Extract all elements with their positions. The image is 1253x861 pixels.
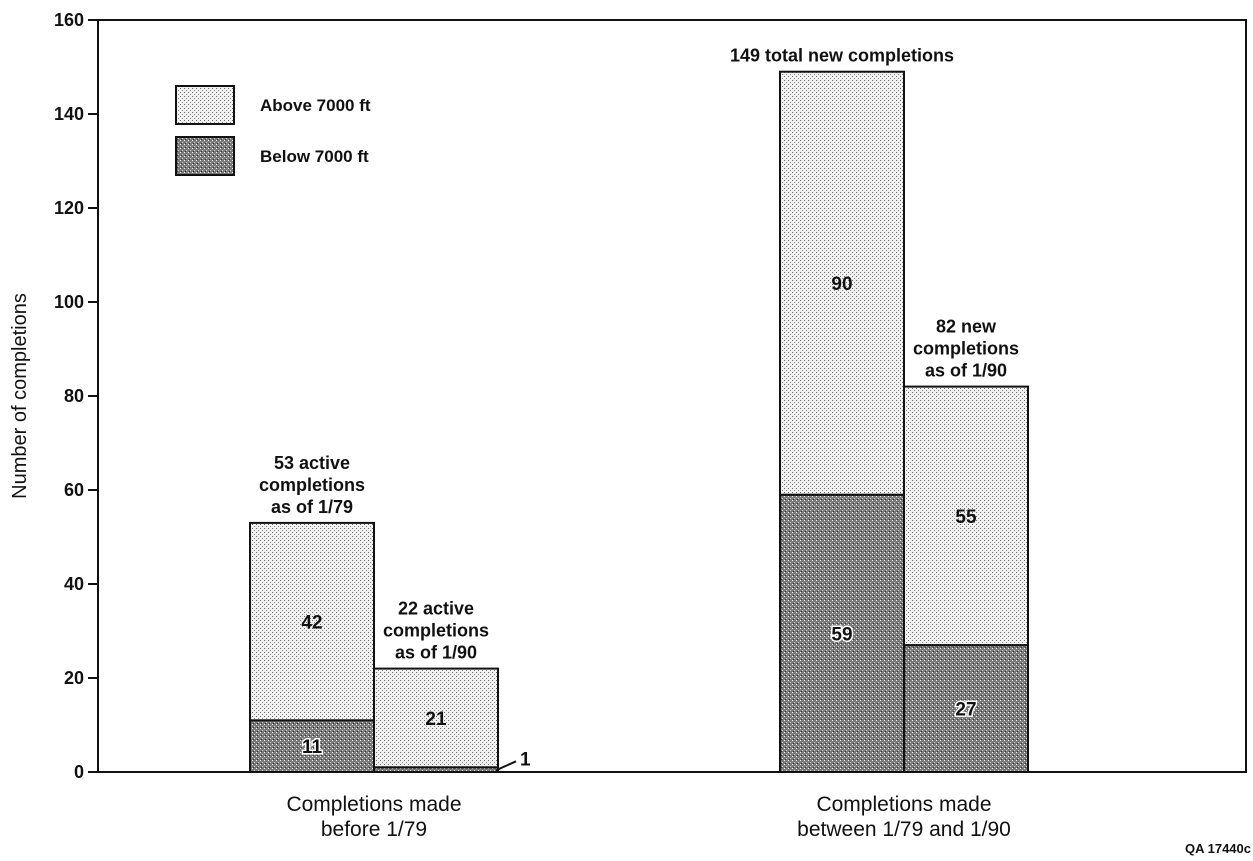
- y-tick-label: 120: [54, 198, 84, 218]
- bar-annotation-line: 149 total new completions: [730, 46, 954, 66]
- bar-annotation-line: completions: [383, 621, 489, 641]
- figure-code: QA 17440c: [1185, 841, 1251, 856]
- bar-annotation-line: as of 1/90: [925, 361, 1007, 381]
- data-label-above: 55: [955, 507, 977, 528]
- y-tick-label: 100: [54, 292, 84, 312]
- legend-label-below: Below 7000 ft: [260, 147, 369, 166]
- bar-annotation-line: 22 active: [398, 599, 474, 619]
- axes: 0 20 40 60 80 100 120 140 160: [54, 10, 1247, 782]
- data-label-above: 90: [831, 274, 852, 295]
- data-label-below: 59: [831, 624, 852, 645]
- y-tick-label: 60: [64, 480, 84, 500]
- bar-segment-above-7000ft: [373, 667, 499, 769]
- bar-annotation-line: as of 1/90: [395, 643, 477, 663]
- x-category-label: Completions made: [816, 793, 991, 816]
- data-label-below: 27: [955, 700, 976, 721]
- x-category-label: between 1/79 and 1/90: [797, 818, 1011, 841]
- bar-segment-above-7000ft: [903, 385, 1029, 647]
- y-tick-label: 20: [64, 668, 84, 688]
- bar-annotation-line: completions: [259, 475, 365, 495]
- x-category-label: Completions made: [286, 793, 461, 816]
- data-label-above: 42: [301, 613, 322, 634]
- callout-leader-line: [495, 760, 517, 772]
- legend: Above 7000 ft Below 7000 ft: [175, 85, 371, 176]
- data-label-below: 11: [302, 737, 323, 758]
- bar-annotation-line: 82 new: [936, 317, 997, 337]
- legend-label-above: Above 7000 ft: [260, 96, 371, 115]
- x-category-label: before 1/79: [321, 818, 427, 841]
- bars-layer: [249, 70, 1029, 773]
- bar-annotation-line: as of 1/79: [271, 497, 353, 517]
- y-tick-label: 40: [64, 574, 84, 594]
- y-axis-title: Number of completions: [9, 293, 31, 499]
- legend-swatch-below: [175, 136, 235, 176]
- y-tick-label: 160: [54, 10, 84, 30]
- y-tick-label: 0: [74, 762, 84, 782]
- bar-segment-above-7000ft: [249, 521, 375, 722]
- y-tick-label: 140: [54, 104, 84, 124]
- bar-annotation-line: 53 active: [274, 453, 350, 473]
- data-label-above: 21: [425, 709, 447, 730]
- legend-swatch-above: [175, 85, 235, 125]
- bar-segment-above-7000ft: [779, 70, 905, 496]
- bar-segment-below-7000ft: [903, 644, 1029, 773]
- data-label-below: 1: [520, 749, 531, 770]
- y-tick-label: 80: [64, 386, 84, 406]
- bar-annotation-line: completions: [913, 339, 1019, 359]
